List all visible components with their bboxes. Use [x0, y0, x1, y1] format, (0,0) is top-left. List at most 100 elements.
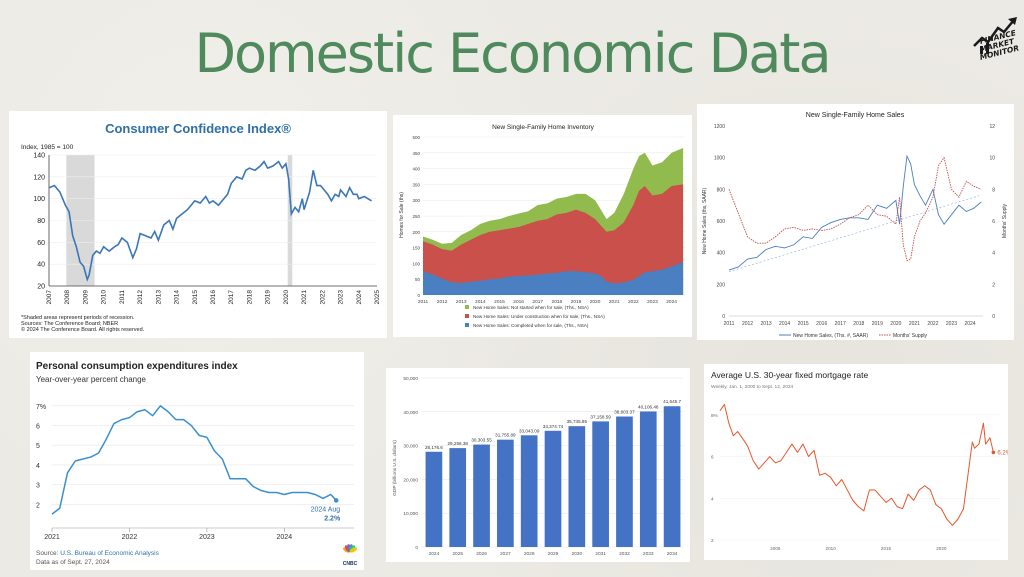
- bar: [639, 411, 657, 547]
- mortgage-end-label: 6.2%: [997, 450, 1008, 456]
- x-tick-label: 2013: [456, 299, 467, 305]
- bar: [497, 439, 514, 547]
- x-tick-label: 2020: [890, 321, 901, 327]
- y-tick-label: 80: [37, 218, 45, 225]
- annotation-date: 2024 Aug: [311, 506, 341, 513]
- x-tick-label: 2016: [210, 290, 217, 305]
- x-tick-label: 2017: [228, 290, 235, 305]
- y-tick-label: 400: [717, 251, 726, 257]
- x-tick-label: 2019: [571, 299, 582, 305]
- x-tick-label: 2015: [881, 546, 892, 551]
- x-tick-label: 2017: [532, 299, 543, 305]
- x-tick-label: 2015: [192, 290, 199, 305]
- bar-value-label: 28,176.6: [425, 445, 443, 450]
- cci-line: [48, 160, 372, 282]
- gdp-panel: GDP (billions U.S. dollars) 0 10,000 20,000…: [386, 368, 690, 562]
- page-title: Domestic Economic Data: [194, 22, 831, 85]
- y-tick-label: 50: [415, 277, 421, 282]
- x-tick-label: 2023: [199, 534, 215, 541]
- x-tick-label: 2012: [137, 290, 144, 305]
- x-tick-label: 2024: [666, 299, 677, 305]
- x-tick-label: 2021: [301, 290, 308, 305]
- y-tick-label: 8%: [711, 413, 718, 418]
- bar-value-label: 34,374.74: [543, 424, 564, 429]
- bar-value-label: 33,043.09: [519, 428, 540, 433]
- bar-value-label: 40,106.48: [638, 404, 659, 409]
- x-tick-label: 2021: [44, 534, 60, 541]
- x-tick-label: 2018: [246, 290, 253, 305]
- legend-label: Months' Supply: [893, 333, 928, 339]
- note-recession: *Shaded areas represent periods of reces…: [21, 315, 135, 321]
- supply-line: [728, 156, 982, 262]
- x-tick-label: 2012: [437, 299, 448, 305]
- y-tick-label: 0: [415, 545, 418, 551]
- x-tick-label: 2025: [374, 290, 381, 305]
- source-prefix: Source:: [36, 550, 60, 557]
- x-tick-label: 2014: [475, 299, 486, 305]
- x-tick-label: 2010: [101, 290, 108, 305]
- note-sources: Sources: The Conference Board; NBER: [21, 321, 118, 327]
- home-inventory-chart: New Single-Family Home Inventory Homes fo…: [399, 124, 685, 328]
- x-tick-label: 2023: [647, 299, 658, 305]
- pce-line: [51, 405, 337, 515]
- y-tick-label: 4: [36, 463, 40, 470]
- x-tick-label: 2009: [82, 290, 89, 305]
- x-tick-label: 2034: [667, 551, 678, 557]
- y-tick-label: 150: [412, 246, 420, 251]
- y-tick-label: 20,000: [403, 477, 418, 483]
- y-tick-label: 60: [37, 240, 45, 247]
- source-link[interactable]: U.S. Bureau of Economic Analysis: [60, 550, 159, 557]
- x-tick-label: 2022: [122, 534, 138, 541]
- y-tick-label: 100: [412, 261, 420, 266]
- bar-value-label: 31,755.89: [495, 433, 516, 438]
- x-tick-label: 2011: [724, 321, 735, 327]
- y-tick-label: 100: [33, 196, 45, 203]
- x-tick-label: 2011: [418, 299, 429, 305]
- x-tick-label: 2015: [798, 321, 809, 327]
- chart-title: Personal consumption expenditures index: [36, 361, 238, 372]
- y2-tick-label: 6: [992, 219, 995, 225]
- bar: [616, 416, 633, 547]
- x-tick-label: 2007: [46, 290, 53, 305]
- x-tick-label: 2013: [155, 290, 162, 305]
- x-tick-label: 2021: [609, 299, 620, 305]
- x-tick-label: 2024: [356, 290, 363, 305]
- annotation-value: 2.2%: [324, 515, 341, 522]
- bar: [663, 406, 681, 547]
- x-tick-label: 2019: [872, 321, 883, 327]
- trend-line: [728, 195, 980, 272]
- legend-swatch: [465, 305, 469, 309]
- chart-title: New Single-Family Home Sales: [806, 112, 905, 119]
- x-tick-label: 2022: [319, 290, 326, 305]
- consumer-confidence-chart: Consumer Confidence Index® Index, 1985 = …: [21, 121, 381, 333]
- sales-line: [728, 154, 982, 271]
- gdp-chart: GDP (billions U.S. dollars) 0 10,000 20,000…: [392, 376, 684, 557]
- bar-value-label: 29,256.38: [448, 441, 469, 446]
- x-tick-label: 2017: [835, 321, 846, 327]
- x-tick-label: 2020: [936, 546, 947, 551]
- x-tick-label: 2011: [119, 290, 126, 304]
- mortgage-end-point: [991, 450, 996, 455]
- bar-value-label: 38,603.37: [614, 410, 635, 415]
- y2-tick-label: 2: [992, 282, 995, 288]
- legend-label: New Home Sales: Under construction when …: [473, 314, 605, 319]
- y-tick-label: 200: [717, 282, 726, 288]
- y-tick-label: 450: [412, 151, 420, 156]
- y2-tick-label: 8: [992, 187, 995, 193]
- x-tick-label: 2025: [452, 551, 463, 557]
- x-tick-label: 2010: [826, 546, 837, 551]
- bar: [568, 426, 586, 547]
- x-tick-label: 2016: [816, 321, 827, 327]
- bar-value-label: 41,645.7: [663, 399, 681, 404]
- y-tick-label: 400: [412, 167, 420, 172]
- y-tick-label: 4: [711, 496, 714, 501]
- bar: [520, 435, 538, 547]
- y-tick-label: 6: [36, 424, 40, 431]
- x-tick-label: 2030: [571, 551, 582, 557]
- y-tick-label: 1000: [714, 156, 725, 162]
- x-tick-label: 2024: [964, 321, 975, 327]
- mortgage-chart: Average U.S. 30-year fixed mortgage rate…: [711, 370, 1008, 551]
- y2-tick-label: 10: [989, 156, 995, 162]
- chart-title: Consumer Confidence Index®: [105, 121, 291, 136]
- home-sales-panel: New Single-Family Home Sales New Home Sal…: [697, 104, 1014, 340]
